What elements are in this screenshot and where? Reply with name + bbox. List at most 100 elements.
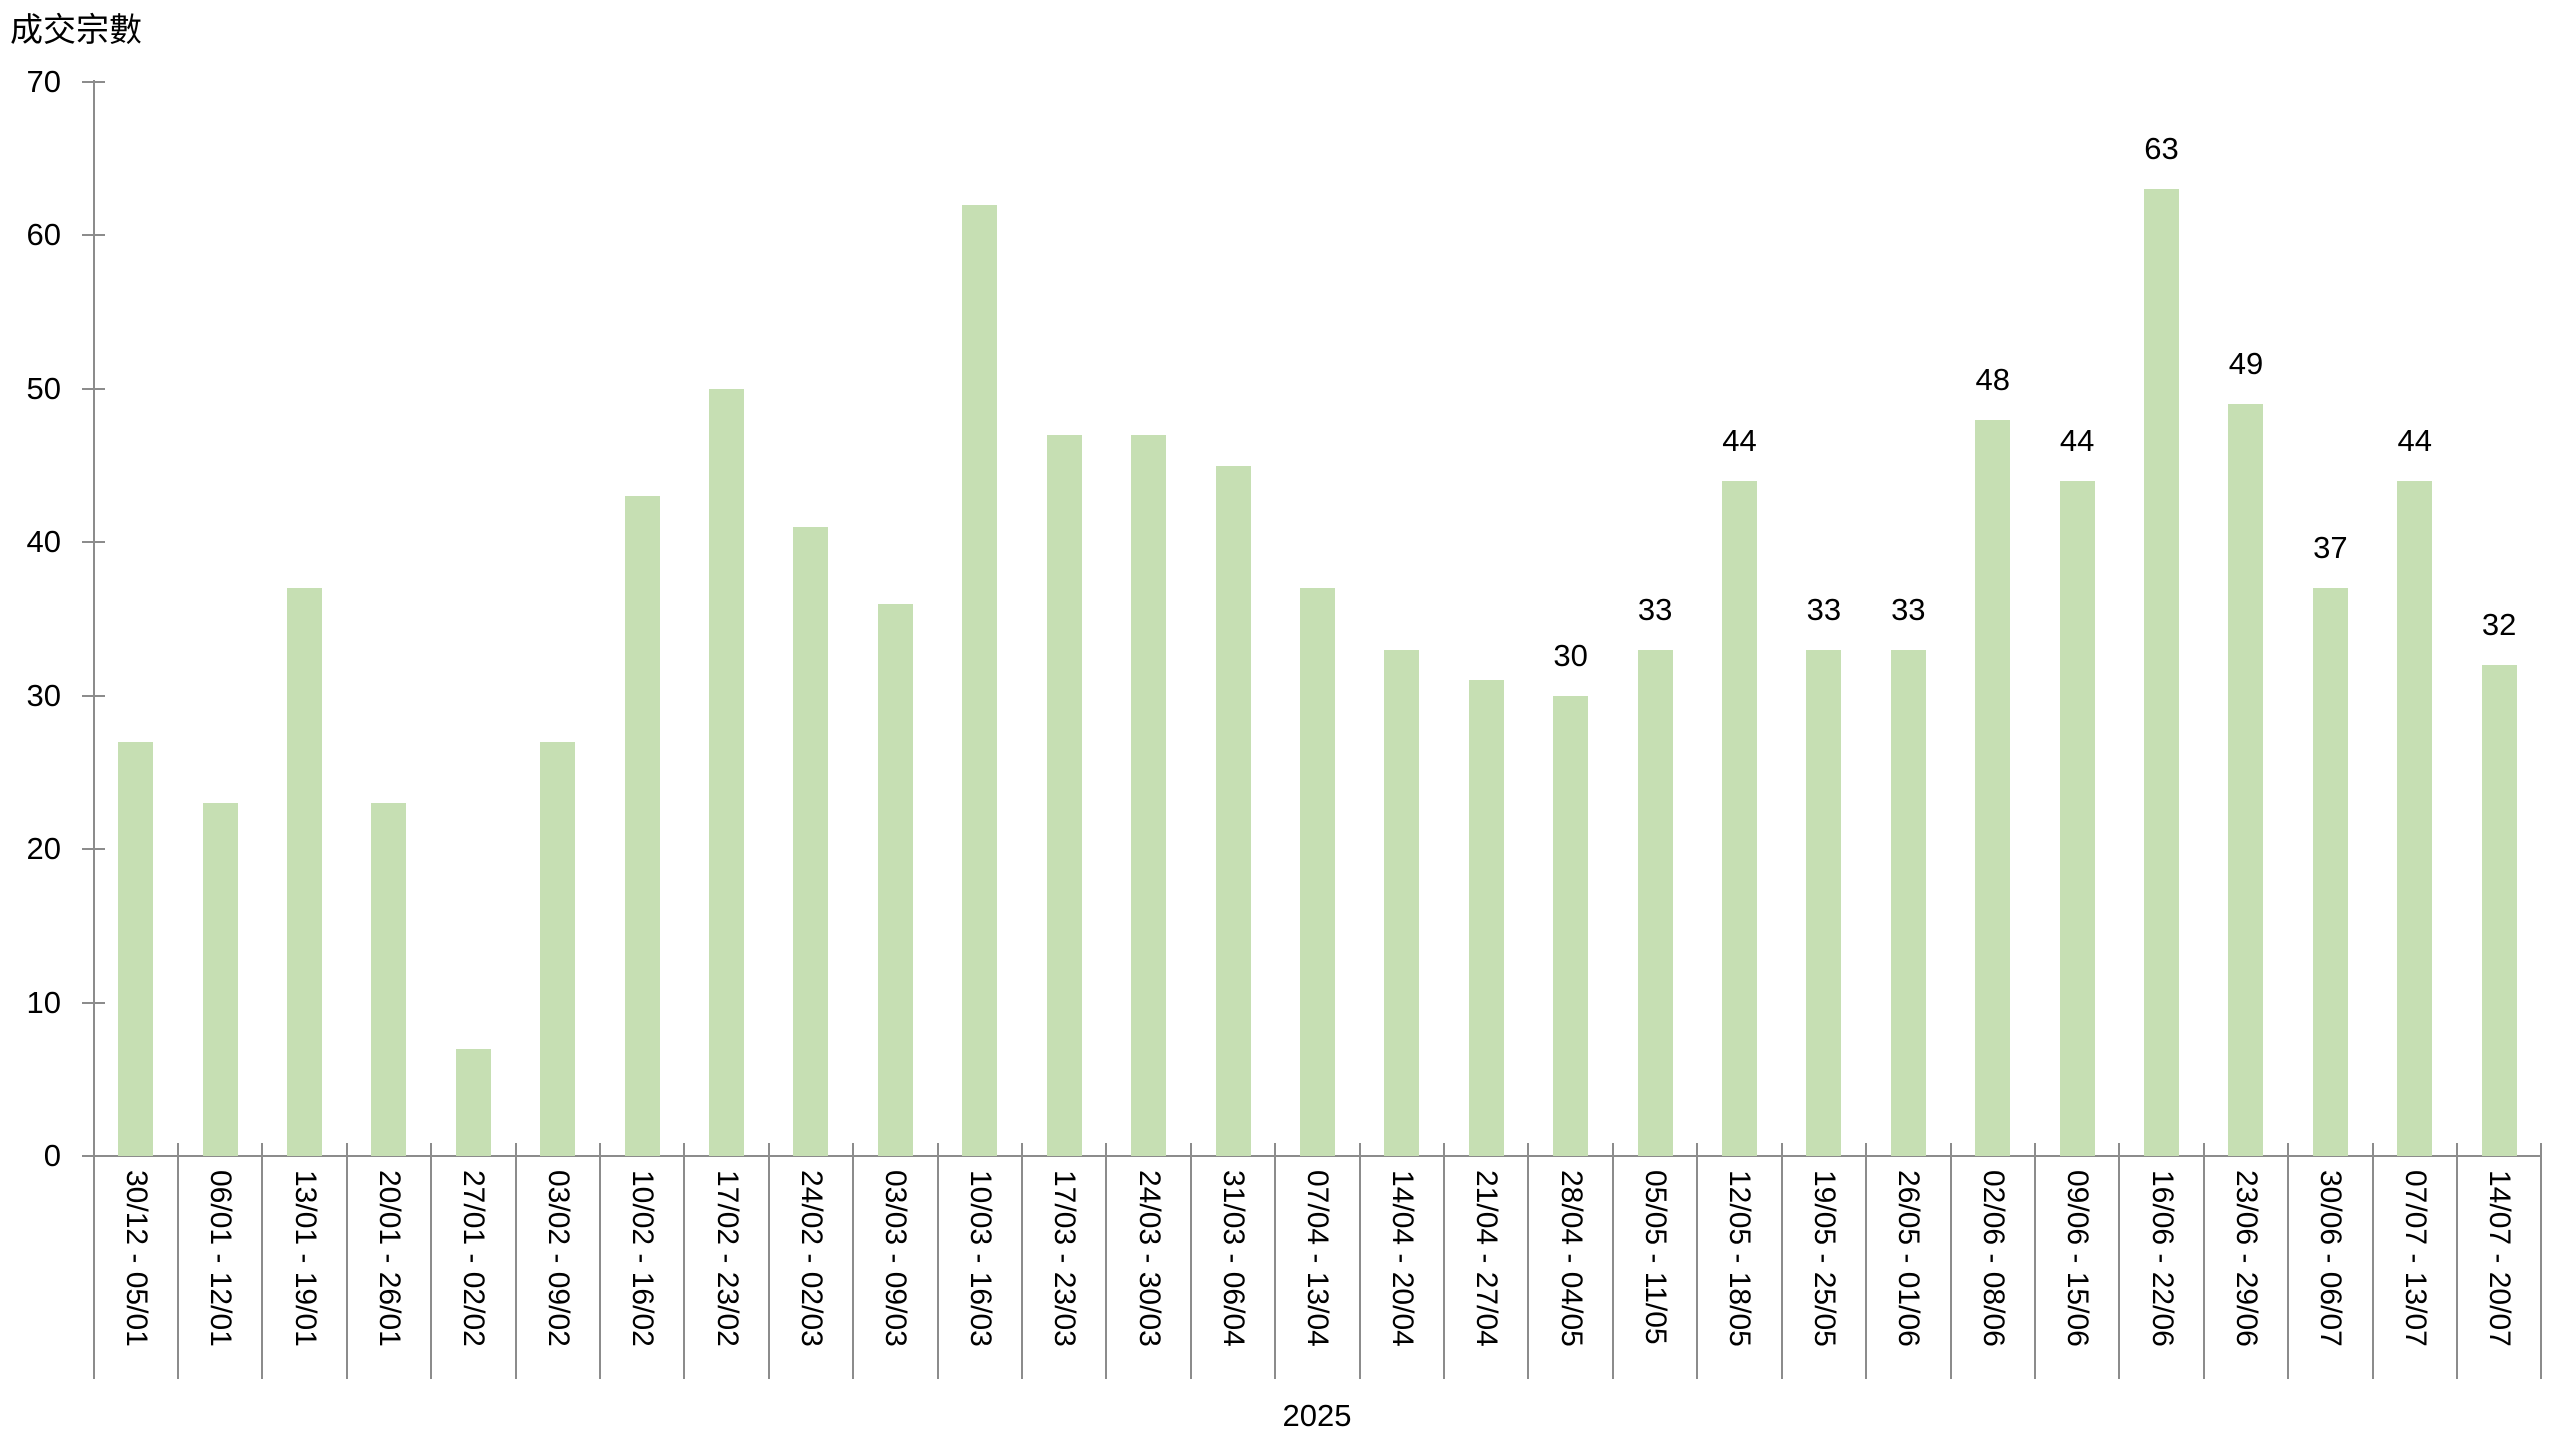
- x-axis-category-label: 05/05 - 11/05: [1639, 1170, 1673, 1345]
- x-axis-category-tick: [2202, 1143, 2205, 1379]
- x-axis-category-label: 13/01 - 19/01: [288, 1170, 322, 1347]
- x-axis-category-tick: [1527, 1143, 1530, 1379]
- x-axis-category-label: 26/05 - 01/06: [1892, 1170, 1926, 1347]
- x-axis-category-label: 21/04 - 27/04: [1470, 1170, 1504, 1347]
- x-axis-category-tick: [1358, 1143, 1361, 1379]
- x-axis-category-tick: [767, 1143, 770, 1379]
- bar: [202, 803, 238, 1156]
- bar-value-label: 32: [2481, 607, 2517, 643]
- x-axis-category-tick: [2118, 1143, 2121, 1379]
- y-axis-tick-label: 60: [26, 217, 61, 253]
- x-axis-category-label: 02/06 - 08/06: [1976, 1170, 2010, 1347]
- x-axis-category-label: 24/02 - 02/03: [794, 1170, 828, 1347]
- x-axis-category-label: 03/02 - 09/02: [541, 1170, 575, 1347]
- x-axis-year-label: 2025: [1282, 1398, 1352, 1433]
- y-axis-tick-label: 10: [26, 984, 61, 1020]
- bar: [1131, 434, 1167, 1156]
- x-axis-category-label: 30/12 - 05/01: [119, 1170, 153, 1347]
- bar: [2397, 480, 2433, 1156]
- x-axis-category-tick: [176, 1143, 179, 1379]
- x-axis-category-tick: [430, 1143, 433, 1379]
- bar: [1721, 480, 1757, 1156]
- x-axis-category-tick: [1949, 1143, 1952, 1379]
- bar: [1890, 649, 1926, 1156]
- x-axis-category-label: 16/06 - 22/06: [2145, 1170, 2179, 1347]
- x-axis-category-tick: [1443, 1143, 1446, 1379]
- x-axis-category-label: 14/04 - 20/04: [1385, 1170, 1419, 1347]
- x-axis-category-label: 17/02 - 23/02: [710, 1170, 744, 1347]
- x-axis-category-tick: [1105, 1143, 1108, 1379]
- bar: [2059, 480, 2095, 1156]
- bar: [1046, 434, 1082, 1156]
- bar: [624, 496, 660, 1156]
- x-axis-category-label: 19/05 - 25/05: [1807, 1170, 1841, 1347]
- y-axis-title: 成交宗數: [10, 11, 142, 48]
- x-axis-category-tick: [1865, 1143, 1868, 1379]
- x-axis-category-tick: [1021, 1143, 1023, 1379]
- x-axis-category-tick: [2287, 1143, 2290, 1379]
- x-axis-category-label: 24/03 - 30/03: [1132, 1170, 1166, 1347]
- x-axis-category-tick: [936, 1143, 939, 1379]
- bar: [962, 204, 998, 1156]
- y-axis-tick: [82, 694, 105, 697]
- bar-value-label: 44: [2059, 422, 2095, 458]
- bar-value-label: 44: [2397, 422, 2432, 458]
- bar: [118, 741, 154, 1156]
- x-axis-category-label: 07/07 - 13/07: [2398, 1170, 2432, 1347]
- bar: [540, 741, 576, 1156]
- bar: [455, 1048, 491, 1156]
- bar: [287, 588, 323, 1156]
- bar: [1215, 465, 1251, 1156]
- bar: [2312, 588, 2348, 1156]
- y-axis-tick-label: 30: [26, 677, 61, 713]
- bar: [793, 526, 829, 1156]
- x-axis-category-label: 10/03 - 16/03: [963, 1170, 997, 1347]
- bar: [709, 388, 745, 1156]
- x-axis-category-label: 28/04 - 04/05: [1554, 1170, 1588, 1347]
- x-axis-category-label: 17/03 - 23/03: [1048, 1170, 1082, 1347]
- y-axis-tick: [82, 848, 105, 851]
- bar: [1299, 588, 1335, 1156]
- x-axis-category-label: 31/03 - 06/04: [1217, 1170, 1251, 1347]
- x-axis-category-label: 06/01 - 12/01: [204, 1170, 238, 1347]
- bar: [1553, 695, 1589, 1156]
- y-axis-tick: [82, 1001, 105, 1004]
- bar-value-label: 33: [1891, 591, 1926, 627]
- y-axis-tick-label: 70: [26, 63, 61, 99]
- x-axis-category-label: 03/03 - 09/03: [879, 1170, 913, 1347]
- bar-value-label: 49: [2228, 346, 2264, 382]
- x-axis-category-tick: [1696, 1143, 1699, 1379]
- x-axis-category-tick: [598, 1143, 601, 1379]
- x-axis-category-tick: [345, 1143, 348, 1379]
- x-axis-category-tick: [2033, 1143, 2036, 1379]
- x-axis-category-tick: [2540, 1143, 2543, 1379]
- x-axis-category-label: 10/02 - 16/02: [626, 1170, 660, 1347]
- x-axis-category-tick: [683, 1143, 686, 1379]
- y-axis-tick-label: 40: [26, 524, 61, 560]
- y-axis-tick-label: 0: [43, 1138, 61, 1173]
- bar: [1468, 680, 1504, 1156]
- x-axis-category-label: 14/07 - 20/07: [2483, 1170, 2517, 1347]
- y-axis-tick: [82, 80, 105, 83]
- y-axis-tick-label: 20: [26, 831, 61, 867]
- x-axis-category-tick: [92, 1143, 95, 1379]
- x-axis-category-label: 12/05 - 18/05: [1723, 1170, 1757, 1347]
- x-axis-category-tick: [261, 1143, 264, 1379]
- y-axis-tick: [82, 541, 105, 544]
- x-axis-category-tick: [1780, 1143, 1783, 1379]
- bar: [2144, 189, 2180, 1156]
- y-axis-line: [92, 80, 95, 1157]
- x-axis-category-label: 07/04 - 13/04: [1301, 1170, 1335, 1347]
- bar-value-label: 48: [1975, 361, 2010, 397]
- x-axis-category-tick: [514, 1143, 517, 1379]
- bar-value-label: 33: [1806, 591, 1842, 627]
- x-axis-category-label: 23/06 - 29/06: [2229, 1170, 2263, 1347]
- bar: [371, 803, 407, 1156]
- y-axis-tick: [82, 387, 105, 390]
- bar: [1637, 649, 1673, 1156]
- bar-value-label: 33: [1637, 591, 1673, 627]
- bar: [1384, 649, 1420, 1156]
- x-axis-category-tick: [852, 1143, 855, 1379]
- bar: [2481, 665, 2517, 1156]
